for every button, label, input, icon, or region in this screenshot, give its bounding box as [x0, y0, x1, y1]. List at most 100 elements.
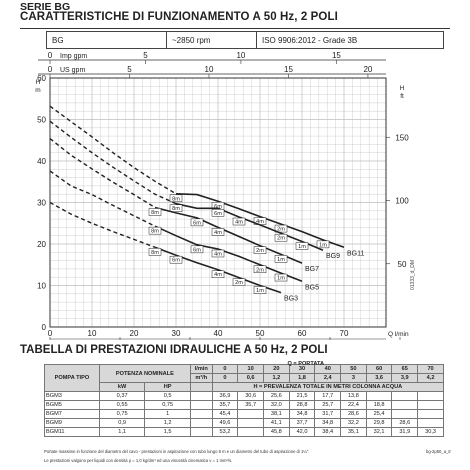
suction-label-box	[316, 240, 330, 249]
x-tick-label-lmin: 40	[214, 329, 223, 338]
suction-label: 6m	[172, 258, 180, 264]
head-value-cell: 31,7	[314, 409, 342, 419]
us-gpm-tick-label: 15	[284, 65, 293, 74]
suction-label: 2m	[235, 280, 243, 286]
spacer-cell	[189, 409, 213, 419]
head-value-cell: 30,6	[237, 391, 264, 401]
head-value-cell	[237, 418, 264, 428]
head-value-cell: 28,8	[288, 400, 316, 410]
header-hp: HP	[144, 382, 191, 392]
y-tick-label-m: 40	[37, 157, 46, 166]
footnote-density: Le prestazioni valgono per liquidi con d…	[44, 458, 233, 463]
head-value-cell: 28,6	[391, 418, 419, 428]
table-header-row: POMPA TIPO POTENZA NOMINALE l/min 0 10 20 30 40…	[44, 364, 444, 392]
suction-label: 6m	[214, 204, 222, 210]
header-flow-lmin: 60	[365, 364, 393, 374]
drawing-code: 01333_d_DM	[410, 259, 416, 290]
header-flow-lmin: 0	[211, 364, 239, 374]
spacer-cell	[189, 427, 213, 437]
header-flow-m3h: 4,2	[417, 373, 444, 383]
kw-cell: 1,1	[98, 427, 146, 437]
suction-label-box	[232, 278, 246, 286]
table-title: TABELLA DI PRESTAZIONI IDRAULICHE A 50 H…	[20, 344, 328, 356]
suction-label: 4m	[256, 219, 264, 225]
y-axis-unit-m: m	[35, 87, 40, 94]
head-value-cell: 45,8	[262, 427, 290, 437]
spacer-cell	[189, 400, 213, 410]
head-value-cell: 32,0	[262, 400, 290, 410]
suction-label: 8m	[151, 210, 159, 216]
header-kw: kW	[98, 382, 146, 392]
y-tick-label-m: 30	[37, 199, 46, 208]
series-label-bg7: BG7	[305, 266, 319, 273]
x-tick-label-lmin: 30	[172, 329, 181, 338]
curve-bg5	[154, 225, 303, 283]
x-tick-label-lmin: 60	[298, 329, 307, 338]
series-label-bg11: BG11	[347, 250, 364, 257]
table-row: BGM7 0,75 1 45,4 38,1 34,8 31,7 28,6 25,4	[44, 409, 444, 419]
kw-cell: 0,75	[98, 409, 146, 419]
suction-label-box	[211, 209, 225, 217]
header-flow-lmin: 10	[237, 364, 264, 374]
head-value-cell: 32,1	[365, 427, 393, 437]
suction-label-box	[211, 270, 225, 278]
suction-label: 8m	[172, 206, 180, 212]
footnote-flow: Portate massime in funzione del diametro…	[44, 449, 310, 454]
head-value-cell	[391, 409, 419, 419]
suction-label: 2m	[256, 248, 264, 254]
hp-cell: 1,2	[144, 418, 191, 428]
header-spacer	[189, 382, 213, 392]
series-label-bg3: BG3	[284, 296, 298, 303]
head-value-cell: 32,2	[340, 418, 367, 428]
suction-label: 4m	[214, 272, 222, 278]
head-value-cell	[365, 391, 393, 401]
suction-label: 8m	[172, 196, 180, 202]
head-value-cell: 30,3	[417, 427, 444, 437]
head-value-cell: 45,4	[211, 409, 239, 419]
suction-label: 2m	[256, 267, 264, 273]
curve-bg7	[154, 206, 303, 264]
header-unit-m3h: m³/h	[189, 373, 213, 383]
suction-label-box	[148, 248, 162, 256]
head-value-cell: 35,1	[340, 427, 367, 437]
head-value-cell: 35,7	[237, 400, 264, 410]
x-tick-label-lmin: 50	[256, 329, 265, 338]
hp-cell: 0,5	[144, 391, 191, 401]
y-tick-label-ft: 150	[395, 133, 409, 142]
head-value-cell: 31,9	[391, 427, 419, 437]
header-unit-lmin: l/min	[189, 364, 213, 374]
header-power: POTENZA NOMINALE	[98, 364, 191, 383]
suction-label: 4m	[214, 251, 222, 257]
pump-type-cell: BGM11	[44, 427, 100, 437]
header-flow-m3h: 2,4	[314, 373, 342, 383]
suction-label-box	[211, 228, 225, 236]
header-flow-m3h: 3,9	[391, 373, 419, 383]
y-tick-label-ft: 50	[398, 260, 407, 269]
suction-label-box	[190, 218, 204, 227]
head-value-cell: 28,6	[340, 409, 367, 419]
y-tick-label-m: 50	[37, 116, 46, 125]
pump-type-cell: BGM5	[44, 400, 100, 410]
head-value-cell: 49,6	[211, 418, 239, 428]
head-value-cell: 18,8	[365, 400, 393, 410]
us-gpm-tick-label: 0	[48, 65, 53, 74]
suction-label-box	[274, 233, 288, 242]
kw-cell: 0,37	[98, 391, 146, 401]
head-value-cell: 29,8	[365, 418, 393, 428]
suction-label: 1m	[256, 288, 264, 294]
x-tick-label-lmin: 0	[48, 329, 53, 338]
header-flow-lmin: 50	[340, 364, 367, 374]
header-flow-m3h: 3,6	[365, 373, 393, 383]
page-title: CARATTERISTICHE DI FUNZIONAMENTO A 50 Hz…	[20, 11, 338, 23]
hp-cell: 1	[144, 409, 191, 419]
imp-gpm-tick-label: 15	[332, 51, 341, 60]
head-value-cell	[417, 391, 444, 401]
suction-label-box	[169, 204, 183, 212]
head-value-cell: 34,8	[314, 418, 342, 428]
hp-cell: 1,5	[144, 427, 191, 437]
imp-gpm-tick-label: 0	[48, 51, 53, 60]
suction-label-box	[169, 194, 183, 203]
head-value-cell: 35,7	[211, 400, 239, 410]
imp-gpm-tick-label: 10	[236, 51, 245, 60]
